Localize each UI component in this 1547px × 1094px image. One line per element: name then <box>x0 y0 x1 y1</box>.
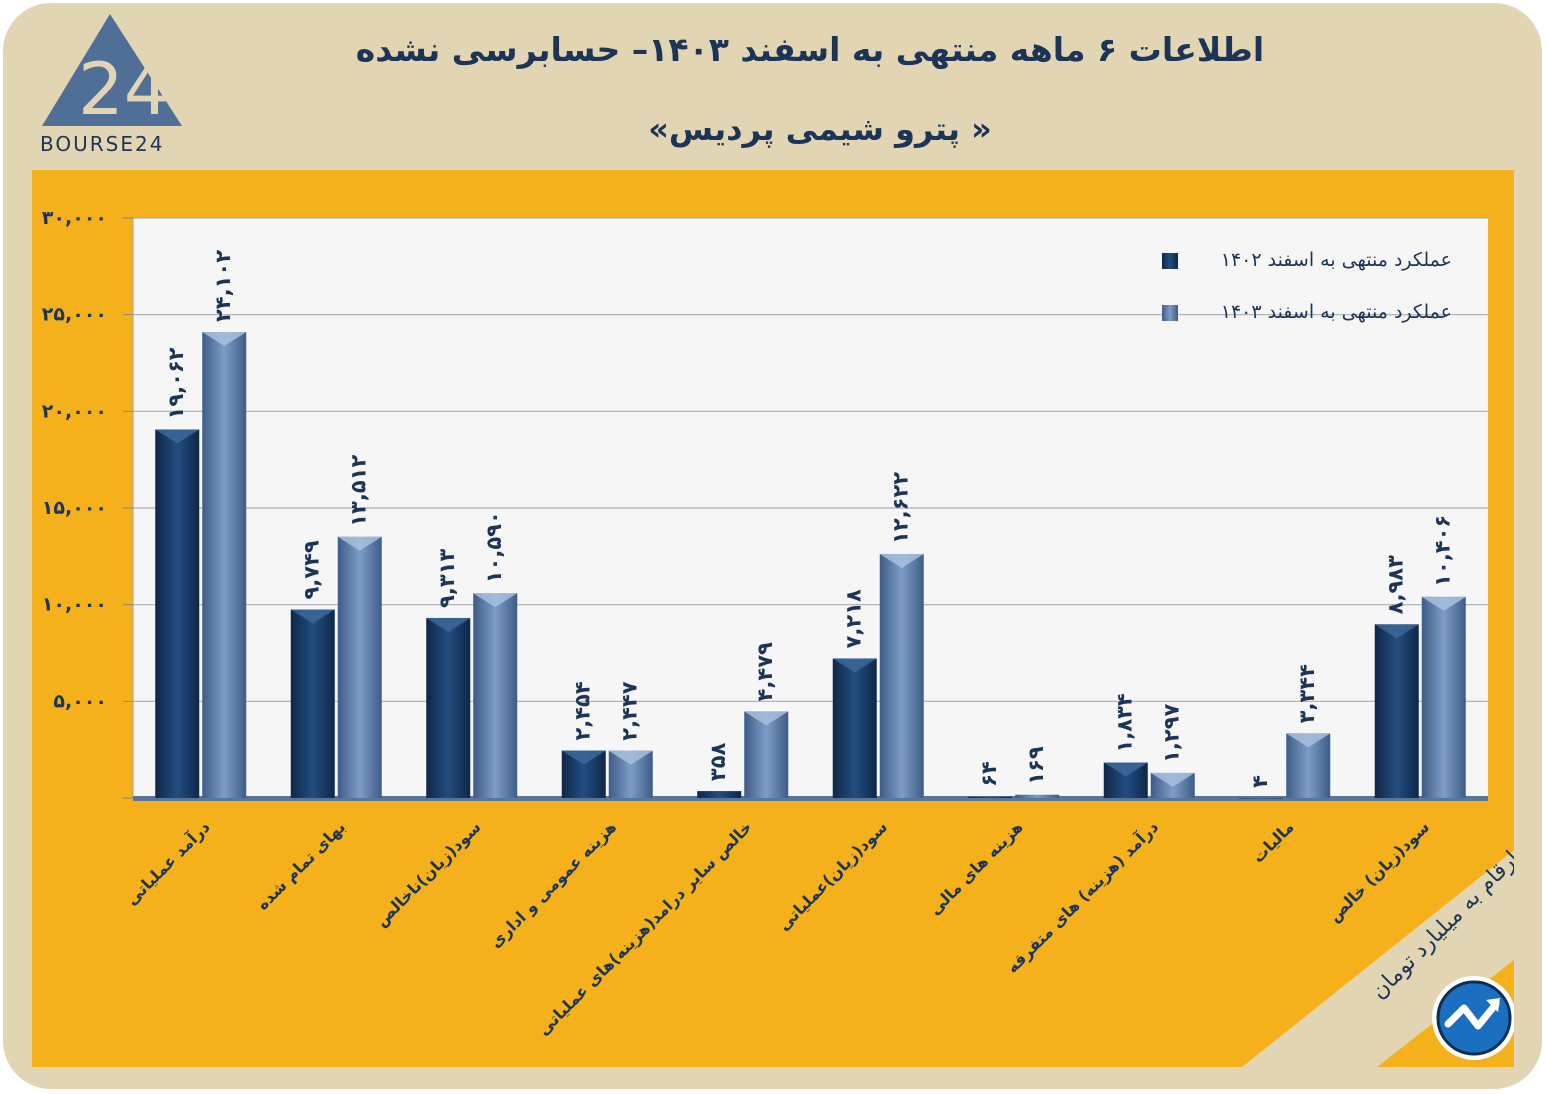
bar-series2-7 <box>1015 794 1060 798</box>
data-label: ۶۴ <box>977 761 1001 787</box>
bar-series2-5 <box>744 711 789 798</box>
data-label: ۴,۴۷۹ <box>753 642 777 701</box>
x-axis-baseline <box>133 796 1488 801</box>
bar-bevel <box>473 593 518 608</box>
data-label: ۸,۹۸۳ <box>1384 555 1408 614</box>
data-label: ۳,۳۴۴ <box>1295 664 1319 723</box>
bar-bevel <box>1421 596 1466 611</box>
bar-bevel <box>426 617 471 632</box>
bar-bevel <box>1374 624 1419 639</box>
bar-series2-3 <box>473 593 518 798</box>
category-label: درآمد عملیاتی <box>121 817 213 909</box>
data-label: ۲,۴۴۷ <box>618 681 642 740</box>
bar-bevel <box>1286 733 1331 748</box>
trend-arrow-head-icon <box>1486 998 1500 1012</box>
category-label: درآمد (هزینه) های متفرقه <box>1002 817 1162 977</box>
y-tick-label: ۲۵,۰۰۰ <box>42 304 107 326</box>
y-tick-label: ۲۰,۰۰۰ <box>42 400 107 422</box>
legend-swatch-2 <box>1162 305 1178 321</box>
bar-bevel <box>1103 762 1148 777</box>
bar-bevel <box>202 332 247 347</box>
data-label: ۴ <box>1248 775 1272 788</box>
bar-series2-2 <box>337 536 382 798</box>
data-label: ۷,۲۱۸ <box>842 589 866 648</box>
bar-series1-7 <box>968 796 1013 798</box>
data-label: ۹,۷۴۹ <box>300 540 324 599</box>
bar-series1-6 <box>832 658 877 798</box>
data-label: ۱,۲۹۷ <box>1160 703 1184 762</box>
data-label: ۱۶۹ <box>1024 746 1048 785</box>
data-label: ۲,۴۵۴ <box>571 681 595 740</box>
legend-label-1: عملکرد منتهی به اسفند ۱۴۰۲ <box>1221 249 1452 271</box>
data-label: ۱,۸۳۴ <box>1113 693 1137 752</box>
bar-series1-5 <box>697 791 742 798</box>
bar-bevel <box>1150 772 1195 787</box>
bar-series1-2 <box>290 609 335 798</box>
data-label: ۱۲,۶۲۲ <box>889 472 913 544</box>
bar-bevel <box>290 609 335 624</box>
category-label: خالص سایر درامد(هزینه)های عملیاتی <box>534 817 756 1039</box>
category-label: هزینه عمومی و اداری <box>486 817 620 951</box>
category-label: مالیات <box>1248 817 1297 866</box>
bar-bevel <box>832 658 877 673</box>
bar-bevel <box>155 429 200 444</box>
y-tick-label: ۵,۰۰۰ <box>53 690 107 712</box>
page-title: اطلاعات ۶ ماهه منتهی به اسفند ۱۴۰۳– حساب… <box>355 30 1265 69</box>
bourse24-logo: 24 <box>38 14 188 156</box>
page-subtitle: « پترو شیمی پردیس» <box>648 110 992 148</box>
bar-series1-3 <box>426 617 471 798</box>
category-label: بهای تمام شده <box>253 817 349 913</box>
bar-series1-9 <box>1239 797 1284 799</box>
data-label: ۹,۳۱۳ <box>435 549 459 608</box>
data-label: ۳۵۸ <box>706 742 730 781</box>
trend-arrow-icon <box>1444 1000 1500 1030</box>
bar-series2-10 <box>1421 596 1466 798</box>
bar-series2-1 <box>202 332 247 798</box>
category-label: سود(زیان) خالص <box>1325 817 1433 925</box>
data-label: ۱۳,۵۱۲ <box>347 455 371 527</box>
category-label: سود(زیان)ناخالص <box>372 817 485 930</box>
bar-bevel <box>561 750 606 765</box>
y-tick-label: ۱۰,۰۰۰ <box>42 594 107 616</box>
category-label: هزینه های مالی <box>925 817 1026 918</box>
data-label: ۱۹,۰۶۲ <box>164 347 188 419</box>
chart-panel: ۵,۰۰۰ ۱۰,۰۰۰ ۱۵,۰۰۰ ۲۰,۰۰۰ ۲۵,۰۰۰ ۳۰,۰۰۰ ۱۹,۰۶… <box>32 170 1514 1067</box>
logo-mark: 24 <box>78 47 170 131</box>
legend-swatch-1 <box>1162 253 1178 269</box>
bar-bevel <box>608 750 653 765</box>
data-label: ۱۰,۴۰۶ <box>1431 515 1455 587</box>
bar-bevel <box>744 711 789 726</box>
bar-series2-6 <box>879 553 924 798</box>
data-label: ۱۰,۵۹۰ <box>482 511 506 583</box>
y-tick-label: ۳۰,۰۰۰ <box>42 207 107 229</box>
bar-chart: ۵,۰۰۰ ۱۰,۰۰۰ ۱۵,۰۰۰ ۲۰,۰۰۰ ۲۵,۰۰۰ ۳۰,۰۰۰ ۱۹,۰۶… <box>42 207 1514 1067</box>
bar-bevel <box>879 553 924 568</box>
bar-bevel <box>337 536 382 551</box>
legend-label-2: عملکرد منتهی به اسفند ۱۴۰۳ <box>1221 301 1452 323</box>
logo-text: BOURSE24 <box>40 132 165 156</box>
category-label: سود(زیان)عملیاتی <box>774 817 891 934</box>
y-tick-label: ۱۵,۰۰۰ <box>42 497 107 519</box>
bourse24-triangle-logo-icon: 24 <box>42 14 182 131</box>
data-label: ۲۴,۱۰۲ <box>211 250 235 322</box>
bar-series1-10 <box>1374 624 1419 798</box>
bar-series1-1 <box>155 429 200 798</box>
